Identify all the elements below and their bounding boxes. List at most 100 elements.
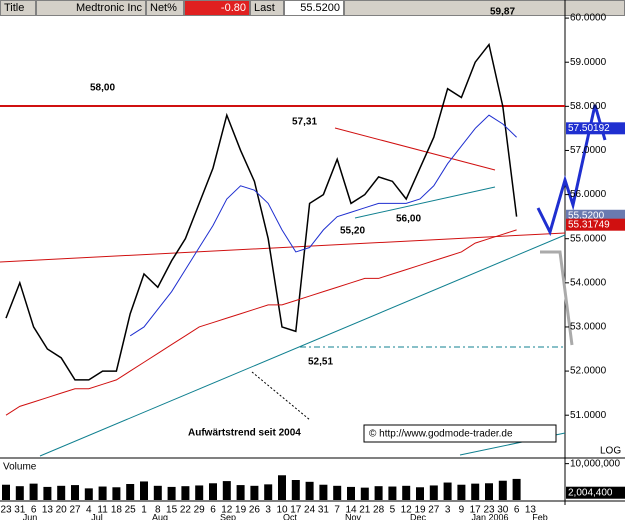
x-tick-label: 12 <box>401 505 413 516</box>
volume-bar <box>209 483 217 500</box>
volume-bar <box>429 485 438 500</box>
y-tick-label: 52.0000 <box>570 366 607 377</box>
annotation: 58,00 <box>90 83 115 94</box>
volume-bar <box>388 486 397 500</box>
volume-bar <box>443 482 452 500</box>
vol-tag <box>566 486 625 499</box>
volume-bar <box>140 481 148 500</box>
y-tick-label: 55.0000 <box>570 233 607 244</box>
x-tick-label: 30 <box>497 505 509 516</box>
volume-bar <box>15 486 24 500</box>
x-tick-label: 5 <box>390 505 396 516</box>
x-tick-label: 19 <box>414 505 426 516</box>
x-tick-label: 22 <box>180 505 192 516</box>
volume-bar <box>222 481 231 500</box>
axis-tag-label: 55.31749 <box>568 219 610 230</box>
volume-bar <box>167 486 176 500</box>
volume-bar <box>402 485 411 500</box>
volume-bar <box>71 485 79 500</box>
triangle-top <box>334 127 496 171</box>
name-cell: Medtronic Inc <box>36 0 146 16</box>
x-tick-label: 23 <box>483 505 495 516</box>
volume-bar <box>195 485 204 500</box>
x-tick-label: 6 <box>210 505 216 516</box>
volume-bar <box>512 478 521 500</box>
price-line <box>129 114 517 337</box>
x-tick-label: 21 <box>359 505 371 516</box>
x-tick-label: 23 <box>0 505 12 516</box>
x-tick-label: 11 <box>97 505 108 516</box>
price-line <box>5 229 517 416</box>
net-value: -0.80 <box>184 0 250 16</box>
x-tick-label: 6 <box>31 505 37 516</box>
volume-bar <box>485 483 493 500</box>
volume-bar <box>57 485 66 500</box>
month-label: Jan 2006 <box>471 512 508 520</box>
pointer-dashed <box>251 371 311 421</box>
x-tick-label: 10 <box>276 505 288 516</box>
volume-bar <box>319 484 328 500</box>
volume-bar <box>181 486 190 500</box>
month-label: Nov <box>345 512 362 520</box>
x-tick-label: 1 <box>141 505 147 516</box>
y-tick-label: 58.0000 <box>570 101 607 112</box>
x-tick-label: 25 <box>125 505 137 516</box>
volume-label: Volume <box>3 462 37 473</box>
volume-bar <box>416 487 424 500</box>
x-tick-label: 4 <box>86 505 92 516</box>
month-label: Oct <box>283 512 298 520</box>
x-tick-label: 3 <box>445 505 451 516</box>
annotation: 52,51 <box>308 357 333 368</box>
x-tick-label: 31 <box>318 505 330 516</box>
triangle-bottom <box>354 186 496 219</box>
x-tick-label: 3 <box>265 505 271 516</box>
y-tick-label: 59.0000 <box>570 57 607 68</box>
x-tick-label: 6 <box>514 505 520 516</box>
x-tick-label: 27 <box>69 505 81 516</box>
axis-tag <box>566 122 625 135</box>
annotation: 55,20 <box>340 226 365 237</box>
last-value: 55.5200 <box>284 0 344 16</box>
x-tick-label: 31 <box>14 505 26 516</box>
red-trendline <box>0 232 566 263</box>
volume-bar <box>112 487 121 500</box>
x-tick-label: 13 <box>42 505 54 516</box>
axis-tag-label: 57.50192 <box>568 123 610 134</box>
volume-bar <box>126 484 135 500</box>
x-tick-label: 9 <box>459 505 465 516</box>
price-line <box>5 42 518 381</box>
month-label: Dec <box>410 512 427 520</box>
annotation: Aufwärtstrend seit 2004 <box>188 428 301 439</box>
x-tick-label: 29 <box>194 505 206 516</box>
volume-bar <box>2 484 10 500</box>
last-label: Last <box>250 0 284 16</box>
y-tick-label: 60.0000 <box>570 13 607 24</box>
y-tick-label: 53.0000 <box>570 322 607 333</box>
x-tick-label: 7 <box>334 505 340 516</box>
x-tick-label: 17 <box>470 505 482 516</box>
volume-bar <box>250 485 259 500</box>
y-tick-label: 51.0000 <box>570 410 607 421</box>
x-tick-label: 13 <box>525 505 537 516</box>
month-label: Sep <box>220 512 236 520</box>
volume-bar <box>374 486 383 500</box>
x-tick-label: 17 <box>290 505 302 516</box>
x-tick-label: 24 <box>304 505 316 516</box>
month-label: Aug <box>152 512 168 520</box>
volume-bar <box>471 483 480 500</box>
projection-up <box>536 104 607 237</box>
volume-bar <box>84 488 93 500</box>
x-tick-label: 20 <box>56 505 68 516</box>
x-tick-label: 18 <box>111 505 123 516</box>
y-tick-label: 56.0000 <box>570 189 607 200</box>
x-tick-label: 14 <box>345 505 357 516</box>
volume-bar <box>360 487 369 500</box>
projection-down <box>540 250 574 346</box>
vol-tag-label: 2,004,400 <box>568 487 613 498</box>
x-tick-label: 27 <box>428 505 440 516</box>
month-label: Jun <box>23 512 38 520</box>
volume-bar <box>291 480 300 500</box>
x-tick-label: 26 <box>249 505 261 516</box>
